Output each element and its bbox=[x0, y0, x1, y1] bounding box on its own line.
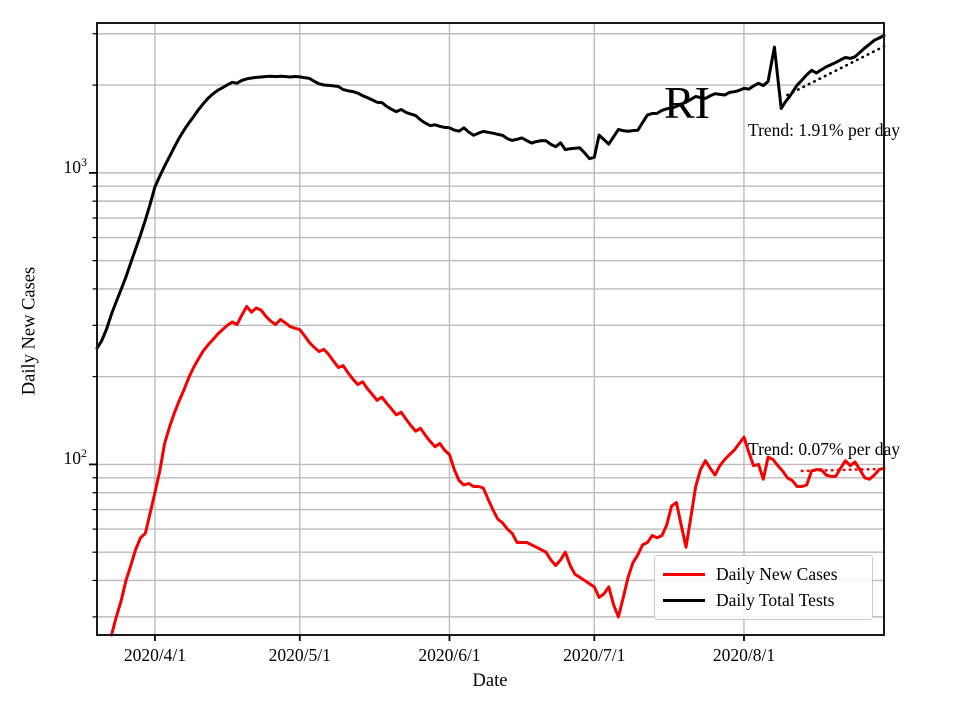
chart-title: RI bbox=[664, 77, 710, 128]
legend-label-cases: Daily New Cases bbox=[716, 564, 838, 584]
x-tick-label: 2020/7/1 bbox=[563, 645, 626, 665]
tests-trend-annotation: Trend: 1.91% per day bbox=[748, 120, 900, 140]
x-tick-label: 2020/4/1 bbox=[123, 645, 187, 665]
x-tick-label: 2020/6/1 bbox=[418, 645, 481, 665]
legend-label-tests: Daily Total Tests bbox=[716, 590, 835, 610]
cases-line-swatch bbox=[663, 573, 705, 576]
legend-entry-tests: Daily Total Tests bbox=[655, 590, 872, 611]
series-cases-trend-line bbox=[800, 467, 886, 473]
x-tick-label: 2020/8/1 bbox=[712, 645, 776, 665]
series-tests-trend-line bbox=[786, 45, 886, 97]
legend: Daily New Cases Daily Total Tests bbox=[654, 555, 873, 620]
series-daily-new-cases bbox=[110, 305, 886, 637]
tests-line-swatch bbox=[663, 599, 705, 602]
x-tick-label: 2020/5/1 bbox=[268, 645, 331, 665]
cases-trend-annotation: Trend: 0.07% per day bbox=[748, 439, 900, 459]
axes-spines bbox=[96, 22, 885, 636]
y-axis-label: Daily New Cases bbox=[19, 266, 40, 396]
y-tick-label: 102 bbox=[63, 446, 88, 469]
x-axis-label: Date bbox=[472, 671, 508, 691]
y-tick-label: 103 bbox=[63, 155, 88, 177]
series-daily-total-tests bbox=[95, 34, 886, 350]
legend-entry-cases: Daily New Cases bbox=[655, 564, 872, 585]
